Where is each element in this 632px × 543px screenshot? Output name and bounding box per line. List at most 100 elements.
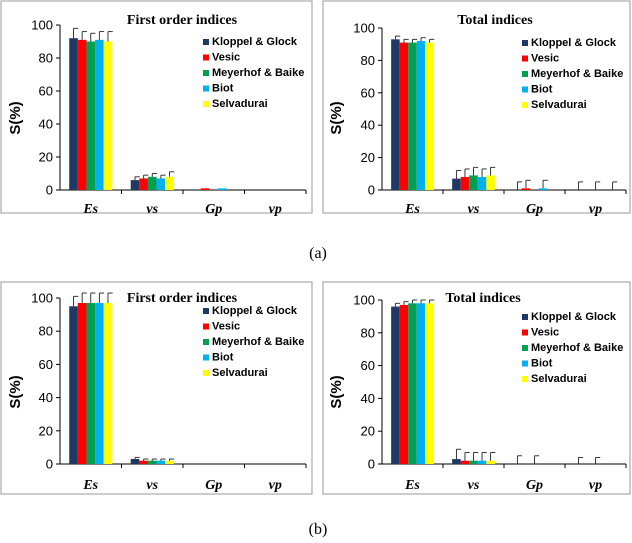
y-tick-label: 80	[39, 51, 53, 66]
x-tick-label: vp	[589, 202, 602, 217]
bar	[103, 41, 113, 190]
y-tick-label: 60	[39, 357, 53, 372]
panel-title: First order indices	[127, 291, 238, 306]
y-tick-label: 80	[39, 324, 53, 339]
legend-label: Selvadurai	[531, 99, 587, 111]
bar	[425, 42, 434, 190]
y-tick-label: 0	[46, 457, 53, 472]
chart-panel-a-total: Total indices S(%) 0 20 40 60 80 100 Es vs Gp vp K…	[322, 0, 631, 217]
bar	[130, 180, 140, 190]
legend-label: Vesic	[212, 321, 240, 333]
plot-area: 0 20 40 60 80 100 Es vs Gp vp Kloppel & Glock Vesic…	[353, 21, 627, 217]
legend-label: Biot	[531, 84, 553, 96]
bar	[86, 302, 96, 464]
bar	[399, 304, 409, 464]
bar	[139, 460, 148, 464]
bar	[416, 303, 426, 464]
bar	[391, 39, 400, 191]
legend-swatch	[522, 360, 528, 367]
x-tick-label: Es	[82, 478, 98, 493]
subfigure-caption-b: (b)	[309, 521, 328, 538]
y-tick-label: 20	[39, 423, 53, 438]
bar	[139, 178, 148, 190]
legend-label: Meyerhof & Baike	[531, 342, 623, 354]
bar	[156, 178, 166, 190]
bar	[486, 175, 495, 190]
x-tick-label: vp	[589, 478, 602, 493]
y-tick-label: 0	[368, 183, 375, 198]
bar	[425, 303, 434, 464]
bar	[95, 39, 104, 190]
legend-swatch	[203, 354, 209, 361]
y-axis-label: S(%)	[328, 101, 345, 134]
legend-label: Biot	[212, 352, 234, 364]
legend-label: Vesic	[531, 53, 559, 65]
legend-swatch	[203, 54, 209, 61]
panel-title: First order indices	[127, 13, 238, 28]
bar	[86, 41, 96, 190]
bar	[147, 460, 157, 464]
bar	[416, 40, 426, 191]
y-tick-label: 60	[361, 85, 375, 100]
y-tick-label: 20	[361, 150, 375, 165]
legend-swatch	[522, 71, 528, 77]
bar	[477, 177, 487, 190]
chart-panel-a-first-order: First order indices S(%) 0 20 40 60 80 100 Es v…	[0, 0, 313, 217]
legend-swatch	[522, 314, 528, 320]
bar	[538, 188, 548, 190]
legend-label: Kloppel & Glock	[212, 305, 298, 317]
bar	[408, 42, 417, 190]
bar	[460, 177, 470, 190]
legend-swatch	[203, 85, 209, 92]
x-tick-label: Es	[404, 202, 420, 217]
x-tick-label: Gp	[526, 478, 543, 493]
x-tick-label: vs	[146, 202, 158, 217]
x-tick-label: vp	[269, 202, 282, 217]
panel-title: Total indices	[457, 13, 533, 28]
x-tick-label: vs	[146, 478, 158, 493]
legend-label: Selvadurai	[212, 367, 268, 379]
y-axis-label: S(%)	[7, 101, 24, 134]
legend-swatch	[522, 102, 528, 108]
x-tick-label: Gp	[205, 478, 222, 493]
legend-swatch	[522, 55, 528, 62]
legend-label: Meyerhof & Baike	[531, 68, 623, 80]
bar	[200, 188, 210, 190]
bar	[147, 176, 157, 190]
y-tick-label: 0	[368, 457, 375, 472]
legend-swatch	[522, 329, 528, 336]
bar	[452, 459, 461, 464]
y-tick-label: 0	[46, 183, 53, 198]
bar	[69, 306, 78, 464]
x-tick-label: vs	[468, 202, 480, 217]
legend-swatch	[522, 345, 528, 351]
y-tick-label: 60	[361, 358, 375, 373]
bar	[165, 460, 174, 464]
y-tick-label: 20	[361, 424, 375, 439]
bar	[477, 460, 487, 464]
bar	[469, 460, 478, 464]
bar	[77, 39, 87, 190]
legend-label: Kloppel & Glock	[531, 311, 617, 323]
bar	[165, 176, 174, 190]
legend-label: Vesic	[531, 327, 559, 339]
x-tick-label: Es	[82, 202, 98, 217]
x-tick-label: vp	[269, 478, 282, 493]
y-tick-label: 100	[31, 18, 53, 33]
legend-label: Kloppel & Glock	[531, 37, 617, 49]
bar	[156, 460, 166, 464]
bar	[460, 460, 470, 464]
legend-swatch	[203, 70, 209, 76]
panel-title: Total indices	[445, 291, 521, 306]
bar	[408, 303, 417, 464]
chart-panel-b-total: Total indices S(%) 0 20 40 60 80 100 Es vs Gp vp K…	[322, 281, 631, 495]
y-axis-label: S(%)	[328, 375, 345, 408]
bar	[69, 38, 78, 191]
y-tick-label: 40	[39, 390, 53, 405]
x-tick-label: Gp	[205, 202, 222, 217]
y-tick-label: 80	[361, 53, 375, 68]
legend-label: Selvadurai	[531, 373, 587, 385]
bar	[130, 459, 140, 464]
legend-swatch	[203, 339, 209, 345]
